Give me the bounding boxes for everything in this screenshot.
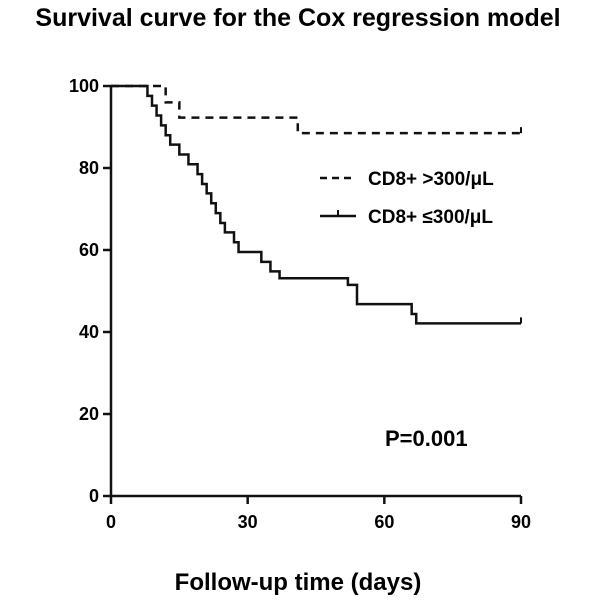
- legend-label-high: CD8+ >300/μL: [368, 169, 494, 190]
- series-line-cd8-high: [111, 84, 521, 135]
- chart-title: Survival curve for the Cox regression mo…: [35, 4, 560, 32]
- x-tick-label: 60: [374, 512, 394, 532]
- p-value-annotation: P=0.001: [385, 426, 468, 451]
- y-tick-label: 20: [79, 404, 99, 424]
- x-axis-label: Follow-up time (days): [175, 569, 422, 596]
- x-tick-label: 30: [238, 512, 258, 532]
- y-tick-label: 0: [89, 486, 99, 506]
- series-line-cd8-low: [111, 84, 521, 325]
- y-tick-label: 60: [79, 240, 99, 260]
- y-tick-label: 100: [69, 76, 99, 96]
- y-tick-label: 40: [79, 322, 99, 342]
- x-tick-label: 0: [106, 512, 116, 532]
- x-tick-label: 90: [511, 512, 531, 532]
- y-tick-label: 80: [79, 158, 99, 178]
- legend-label-low: CD8+ ≤300/μL: [368, 207, 493, 228]
